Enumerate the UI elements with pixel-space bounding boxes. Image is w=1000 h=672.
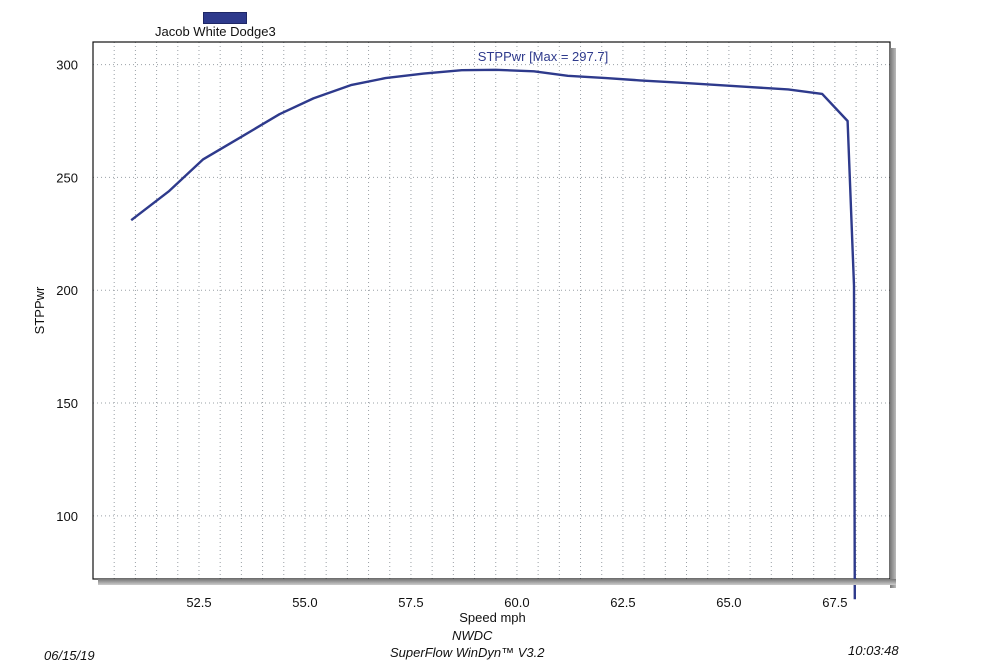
y-tick-label: 250: [56, 170, 78, 185]
footer-time: 10:03:48: [848, 643, 899, 658]
plot-area: [93, 42, 890, 579]
x-tick-label: 52.5: [186, 595, 211, 610]
frame-shadow-bottom: [98, 579, 896, 585]
y-tick-label: 300: [56, 58, 78, 73]
legend-swatch: [203, 12, 247, 24]
footer-software: SuperFlow WinDyn™ V3.2: [390, 645, 545, 660]
x-tick-label: 62.5: [610, 595, 635, 610]
y-tick-label: 100: [56, 509, 78, 524]
x-tick-label: 67.5: [822, 595, 847, 610]
y-axis-label: STPPwr: [32, 286, 47, 334]
x-tick-label: 57.5: [398, 595, 423, 610]
frame-shadow-right: [890, 48, 896, 588]
footer-date: 06/15/19: [44, 648, 95, 663]
footer-org: NWDC: [452, 628, 493, 643]
max-annotation: STPPwr [Max = 297.7]: [478, 49, 608, 64]
legend-label: Jacob White Dodge3: [155, 24, 276, 39]
x-tick-label: 65.0: [716, 595, 741, 610]
x-axis-label: Speed mph: [459, 610, 526, 625]
x-tick-label: 55.0: [292, 595, 317, 610]
y-tick-label: 200: [56, 283, 78, 298]
x-tick-label: 60.0: [504, 595, 529, 610]
y-tick-label: 150: [56, 396, 78, 411]
series-line: [130, 68, 856, 600]
